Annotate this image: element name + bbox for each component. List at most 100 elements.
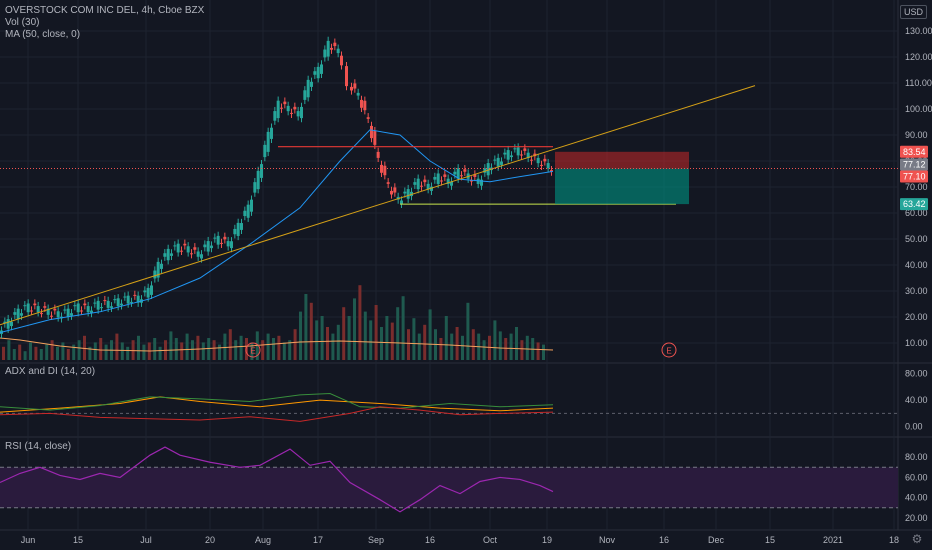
volume-bar bbox=[520, 340, 524, 360]
ma-legend[interactable]: MA (50, close, 0) bbox=[5, 29, 81, 40]
volume-bar bbox=[347, 316, 351, 360]
volume-legend[interactable]: Vol (30) bbox=[5, 17, 40, 28]
candle bbox=[306, 79, 310, 98]
volume-bar bbox=[320, 316, 324, 360]
candle bbox=[243, 210, 247, 217]
rsi-legend-label[interactable]: RSI (14, close) bbox=[5, 441, 72, 452]
volume-bar bbox=[266, 333, 270, 360]
candle bbox=[26, 303, 30, 313]
candle bbox=[426, 183, 430, 190]
candle bbox=[250, 199, 253, 212]
candle bbox=[393, 187, 397, 193]
symbol-title[interactable]: OVERSTOCK COM INC DEL, 4h, Cboe BZX bbox=[5, 5, 205, 16]
candle bbox=[3, 321, 7, 324]
volume-bar bbox=[488, 335, 491, 360]
candle bbox=[316, 66, 320, 79]
volume-bar bbox=[288, 340, 292, 360]
candle bbox=[500, 161, 503, 165]
candle bbox=[73, 305, 77, 307]
candle bbox=[213, 237, 217, 239]
adx-series-line bbox=[0, 393, 554, 411]
candle bbox=[423, 179, 427, 183]
volume-bar bbox=[18, 344, 22, 360]
moving-average-line bbox=[0, 129, 554, 334]
candle bbox=[146, 287, 150, 298]
candle bbox=[200, 254, 203, 259]
candle bbox=[43, 306, 47, 308]
currency-button[interactable]: USD bbox=[899, 5, 927, 19]
candle bbox=[180, 250, 183, 252]
rsi-band bbox=[0, 467, 898, 508]
volume-bar bbox=[115, 333, 119, 360]
price-label: 77.10 bbox=[903, 172, 926, 182]
volume-bar bbox=[461, 335, 464, 360]
volume-bar bbox=[234, 340, 238, 360]
candle bbox=[6, 319, 10, 329]
candle bbox=[330, 47, 333, 50]
candle bbox=[420, 185, 423, 187]
candle bbox=[540, 164, 543, 166]
volume-bar bbox=[326, 327, 329, 360]
candle bbox=[120, 303, 123, 306]
candle bbox=[516, 147, 520, 156]
volume-bar bbox=[412, 318, 416, 360]
stop-loss-zone bbox=[555, 151, 689, 169]
candle bbox=[453, 171, 457, 175]
candle bbox=[370, 125, 373, 139]
price-tick-label: 90.00 bbox=[905, 130, 928, 140]
volume-bar bbox=[93, 342, 97, 360]
candle bbox=[123, 296, 127, 298]
candle bbox=[363, 100, 367, 111]
candle bbox=[460, 175, 463, 177]
candle bbox=[296, 111, 300, 117]
candle bbox=[413, 182, 417, 185]
time-tick-label: 16 bbox=[659, 535, 669, 545]
volume-bar bbox=[66, 349, 70, 360]
volume-bar bbox=[158, 346, 162, 360]
candle bbox=[543, 158, 547, 162]
earnings-marker-icon bbox=[245, 342, 261, 358]
volume-bar bbox=[196, 335, 200, 360]
adx-legend[interactable]: ADX and DI (14, 20) bbox=[5, 366, 95, 378]
candle bbox=[70, 313, 73, 316]
candle bbox=[273, 111, 277, 121]
price-tick-label: 70.00 bbox=[905, 182, 928, 192]
volume-bar bbox=[7, 340, 11, 360]
candle bbox=[366, 117, 370, 119]
volume-bar bbox=[272, 338, 275, 360]
adx-legend-label[interactable]: ADX and DI (14, 20) bbox=[5, 366, 96, 377]
price-label: 77.12 bbox=[903, 159, 926, 169]
candle bbox=[386, 182, 390, 184]
candle bbox=[63, 309, 67, 311]
candle bbox=[156, 261, 160, 278]
volume-bar bbox=[137, 335, 140, 360]
volume-bar bbox=[185, 333, 189, 360]
rsi-legend[interactable]: RSI (14, close) bbox=[5, 441, 71, 453]
candle bbox=[450, 181, 453, 186]
candle bbox=[36, 306, 40, 313]
volume-bar bbox=[374, 305, 378, 360]
adx-tick-label: 80.00 bbox=[905, 369, 928, 379]
candle bbox=[196, 251, 200, 257]
candle bbox=[16, 308, 20, 320]
candle bbox=[493, 159, 497, 161]
volume-bar bbox=[120, 342, 124, 360]
candle bbox=[376, 151, 380, 158]
candle bbox=[430, 186, 433, 191]
candle bbox=[406, 189, 410, 199]
volume-bar bbox=[56, 346, 59, 360]
candle bbox=[373, 131, 377, 145]
adx-tick-label: 40.00 bbox=[905, 395, 928, 405]
candle bbox=[440, 180, 443, 182]
candle bbox=[46, 308, 50, 315]
gear-icon[interactable]: ⚙ bbox=[911, 532, 923, 546]
candle bbox=[83, 303, 87, 306]
volume-bar bbox=[498, 331, 502, 360]
time-tick-label: Oct bbox=[483, 535, 498, 545]
price-tick-label: 60.00 bbox=[905, 208, 928, 218]
volume-bar bbox=[417, 333, 421, 360]
volume-bar bbox=[390, 322, 394, 360]
volume-bar bbox=[261, 340, 265, 360]
volume-bar bbox=[191, 340, 194, 360]
